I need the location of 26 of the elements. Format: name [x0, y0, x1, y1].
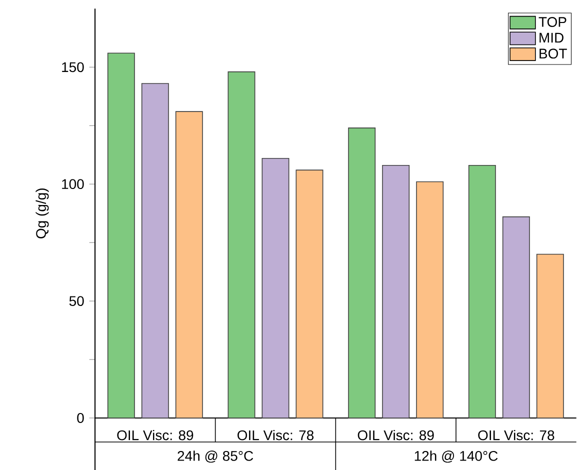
y-tick-label: 50: [69, 296, 84, 306]
y-axis-title: Qg (g/g): [36, 188, 49, 238]
bar: [141, 83, 169, 418]
legend-label: TOP: [538, 17, 566, 27]
bar: [382, 164, 410, 418]
bar: [536, 254, 564, 418]
bar: [502, 216, 530, 418]
bar: [107, 52, 135, 418]
x-tick-label: OIL Visc: 78: [478, 430, 554, 440]
y-tick-label: 0: [77, 413, 84, 423]
bar: [175, 111, 203, 418]
bar: [228, 71, 256, 418]
bar: [416, 181, 444, 418]
y-tick-label: 150: [62, 62, 84, 72]
x-tick-label: OIL Visc: 89: [117, 430, 194, 440]
x-tick-label: OIL Visc: 78: [238, 430, 314, 440]
bar: [296, 170, 324, 418]
x-tick-label: OIL Visc: 89: [358, 430, 434, 440]
bar: [468, 164, 496, 418]
text: 24h @ 85°C: [178, 450, 254, 463]
legend-label: BOT: [540, 48, 567, 59]
bar: [348, 128, 376, 418]
bar: [262, 158, 290, 418]
legend-label: MID: [540, 32, 564, 43]
text: 12h @ 140°C: [414, 450, 498, 463]
y-tick-label: 100: [62, 179, 84, 190]
